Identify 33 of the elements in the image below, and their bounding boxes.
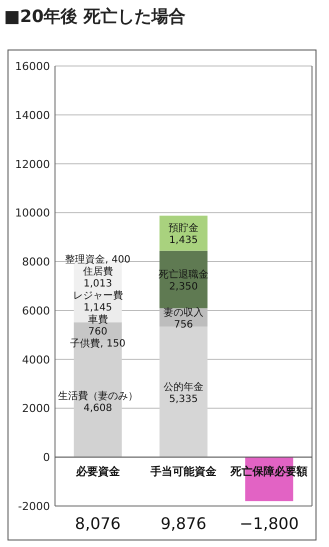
data-label: 2,350	[169, 282, 198, 292]
x-tick-label: 手当可能資金	[150, 465, 218, 478]
y-tick-label: 16000	[15, 60, 50, 73]
y-tick-label: -2000	[18, 500, 50, 513]
series-label: 車費	[88, 314, 108, 326]
data-label: 756	[174, 319, 194, 330]
data-label: 760	[88, 326, 108, 338]
data-label: 4,608	[84, 402, 112, 414]
series-label: 預貯金	[168, 222, 198, 234]
text: 子供費, 150	[70, 338, 126, 350]
text: 9,876	[160, 514, 206, 533]
series-label: レジャー費	[72, 290, 123, 302]
text: 8,076	[74, 514, 121, 533]
y-tick-label: 8000	[22, 256, 50, 269]
series-label: 妻の収入	[164, 306, 204, 318]
chart-title: ■20年後 死亡した場合	[4, 7, 186, 27]
series-label: 生活費（妻のみ）	[58, 390, 138, 402]
y-tick-label: 4000	[22, 353, 50, 366]
data-label: 1,013	[84, 278, 112, 290]
series-label: 住居費	[82, 266, 113, 278]
data-label: 1,145	[84, 302, 112, 314]
y-tick-label: 2000	[22, 402, 50, 416]
text: 整理資金, 400	[65, 254, 131, 266]
text: −1,800	[240, 514, 299, 533]
y-tick-label: 14000	[15, 108, 50, 122]
data-label: 1,435	[169, 235, 198, 246]
data-label: 5,335	[169, 394, 198, 405]
y-tick-label: 0	[43, 451, 50, 464]
y-tick-label: 10000	[15, 206, 50, 220]
x-tick-label: 必要資金	[74, 465, 121, 478]
y-tick-label: 6000	[22, 304, 50, 318]
series-label: 公的年金	[164, 380, 204, 393]
y-tick-label: 12000	[15, 158, 50, 171]
